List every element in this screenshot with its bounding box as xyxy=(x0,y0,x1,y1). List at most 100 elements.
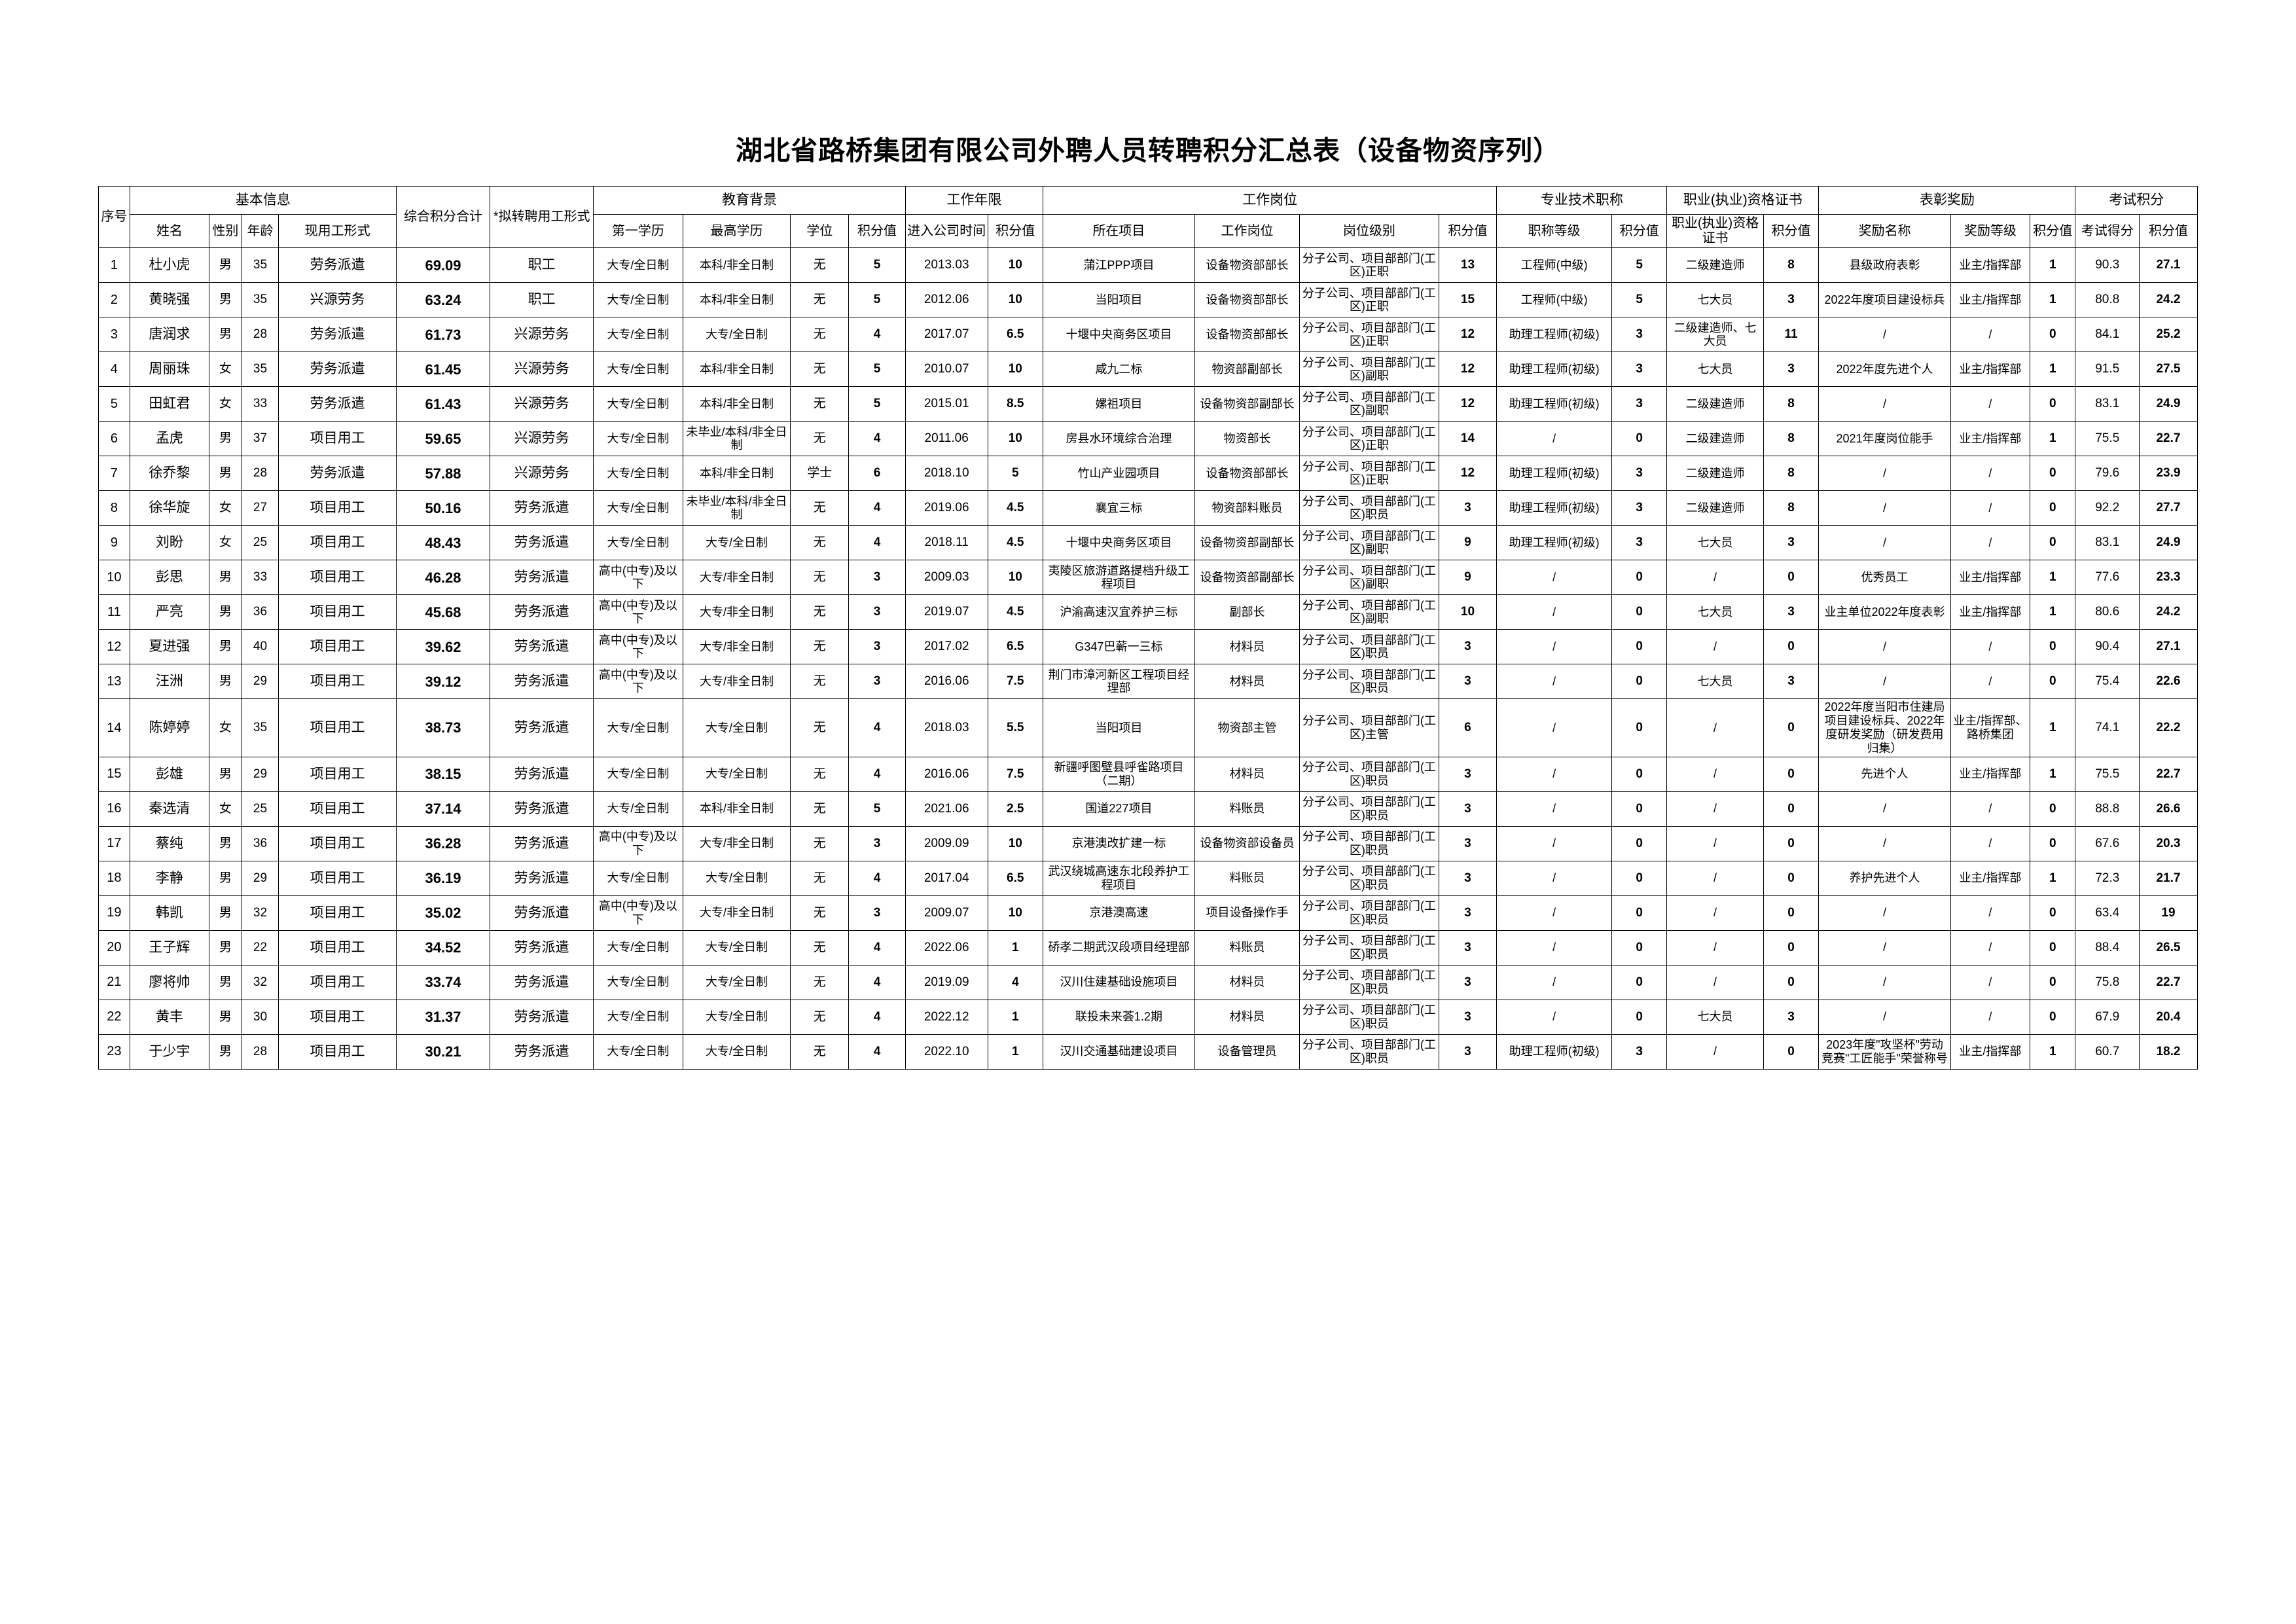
cell-sex: 男 xyxy=(209,895,242,931)
cell-edu-first: 大专/全日制 xyxy=(593,352,683,388)
cell-total-score: 59.65 xyxy=(396,421,490,457)
cell-post-level: 分子公司、项目部部门(工区)职员 xyxy=(1299,929,1439,965)
cell-award-level: / xyxy=(1950,664,2031,700)
cell-name: 李静 xyxy=(129,860,210,896)
cell-age: 35 xyxy=(241,698,279,757)
cell-age: 25 xyxy=(241,791,279,827)
cell-title-level: / xyxy=(1496,999,1612,1035)
header-cert-name: 职业(执业)资格证书 xyxy=(1666,213,1764,249)
page-title: 湖北省路桥集团有限公司外聘人员转聘积分汇总表（设备物资序列） xyxy=(736,135,1560,166)
cell-cert-name: / xyxy=(1666,629,1764,665)
header-sn: 序号 xyxy=(98,185,130,249)
cell-exam-points: 23.9 xyxy=(2138,456,2198,492)
cell-degree: 无 xyxy=(790,247,850,283)
cell-edu-points: 4 xyxy=(848,999,906,1035)
cell-award-level: 业主/指挥部 xyxy=(1950,560,2031,596)
cell-degree: 无 xyxy=(790,791,850,827)
cell-post: 材料员 xyxy=(1194,756,1300,792)
cell-post-points: 13 xyxy=(1438,247,1498,283)
cell-award-name: 优秀员工 xyxy=(1818,560,1951,596)
cell-exam-score: 91.5 xyxy=(2075,352,2140,388)
cell-title-points: 0 xyxy=(1611,421,1668,457)
cell-award-points: 0 xyxy=(2030,664,2076,700)
cell-post: 设备物资部部长 xyxy=(1194,456,1300,492)
cell-post: 设备物资部副部长 xyxy=(1194,525,1300,561)
cell-project: 荆门市漳河新区工程项目经理部 xyxy=(1043,664,1195,700)
cell-award-points: 0 xyxy=(2030,490,2076,526)
cell-award-level: / xyxy=(1950,386,2031,422)
cell-cert-points: 3 xyxy=(1763,352,1820,388)
cell-age: 28 xyxy=(241,456,279,492)
cell-employment: 劳务派遣 xyxy=(278,386,397,422)
cell-sn: 6 xyxy=(98,421,130,457)
cell-edu-highest: 大专/非全日制 xyxy=(682,664,791,700)
cell-total-score: 39.62 xyxy=(396,629,490,665)
table-row: 3 唐润求男 28 劳务派遣 61.73 兴源劳务 大专/全日制 大专/全日制无 4 2017.0… xyxy=(98,317,2198,353)
table-header: 序号 基本信息 综合积分合计 *拟转聘用工形式 教育背景 工作年限 工作岗位 专… xyxy=(98,185,2198,249)
cell-award-name: / xyxy=(1818,386,1951,422)
cell-name: 刘盼 xyxy=(129,525,210,561)
cell-degree: 无 xyxy=(790,895,850,931)
cell-cert-name: / xyxy=(1666,1034,1764,1070)
cell-post: 物资部副部长 xyxy=(1194,352,1300,388)
cell-exam-score: 75.8 xyxy=(2075,964,2140,1000)
cell-title-level: / xyxy=(1496,560,1612,596)
cell-join-date: 2016.06 xyxy=(905,756,988,792)
cell-post: 物资部主管 xyxy=(1194,698,1300,757)
header-title-level: 职称等级 xyxy=(1496,213,1612,249)
cell-cert-points: 0 xyxy=(1763,929,1820,965)
cell-award-level: / xyxy=(1950,525,2031,561)
cell-employment: 劳务派遣 xyxy=(278,317,397,353)
cell-year-points: 1 xyxy=(987,999,1044,1035)
cell-sn: 7 xyxy=(98,456,130,492)
cell-planned-employment: 职工 xyxy=(489,247,594,283)
header-edu-highest: 最高学历 xyxy=(682,213,791,249)
cell-award-points: 1 xyxy=(2030,282,2076,318)
cell-total-score: 30.21 xyxy=(396,1034,490,1070)
cell-sn: 14 xyxy=(98,698,130,757)
cell-planned-employment: 劳务派遣 xyxy=(489,825,594,861)
cell-cert-name: / xyxy=(1666,895,1764,931)
cell-cert-points: 8 xyxy=(1763,456,1820,492)
cell-exam-points: 24.2 xyxy=(2138,282,2198,318)
cell-project: 竹山产业园项目 xyxy=(1043,456,1195,492)
cell-planned-employment: 职工 xyxy=(489,282,594,318)
cell-degree: 无 xyxy=(790,594,850,630)
cell-post: 材料员 xyxy=(1194,999,1300,1035)
cell-employment: 项目用工 xyxy=(278,999,397,1035)
cell-award-name: / xyxy=(1818,490,1951,526)
cell-project: 夷陵区旅游道路提档升级工程项目 xyxy=(1043,560,1195,596)
cell-cert-name: 七大员 xyxy=(1666,999,1764,1035)
cell-award-points: 0 xyxy=(2030,386,2076,422)
cell-title-level: 助理工程师(初级) xyxy=(1496,1034,1612,1070)
cell-award-level: 业主/指挥部、路桥集团 xyxy=(1950,698,2031,757)
cell-total-score: 35.02 xyxy=(396,895,490,931)
cell-post-points: 12 xyxy=(1438,317,1498,353)
cell-join-date: 2021.06 xyxy=(905,791,988,827)
header-post-points: 积分值 xyxy=(1438,213,1498,249)
cell-title-points: 0 xyxy=(1611,860,1668,896)
cell-post: 设备管理员 xyxy=(1194,1034,1300,1070)
cell-edu-first: 大专/全日制 xyxy=(593,247,683,283)
cell-edu-first: 大专/全日制 xyxy=(593,698,683,757)
cell-title-points: 0 xyxy=(1611,791,1668,827)
header-row-group: 序号 基本信息 综合积分合计 *拟转聘用工形式 教育背景 工作年限 工作岗位 专… xyxy=(98,185,2198,249)
cell-title-points: 0 xyxy=(1611,698,1668,757)
cell-total-score: 39.12 xyxy=(396,664,490,700)
cell-total-score: 50.16 xyxy=(396,490,490,526)
cell-cert-name: 二级建造师 xyxy=(1666,386,1764,422)
cell-edu-points: 4 xyxy=(848,698,906,757)
header-sex: 性别 xyxy=(209,213,242,249)
cell-post-points: 9 xyxy=(1438,525,1498,561)
cell-cert-name: 二级建造师 xyxy=(1666,456,1764,492)
cell-name: 黄丰 xyxy=(129,999,210,1035)
cell-year-points: 8.5 xyxy=(987,386,1044,422)
cell-cert-points: 11 xyxy=(1763,317,1820,353)
cell-name: 彭雄 xyxy=(129,756,210,792)
cell-award-name: 县级政府表彰 xyxy=(1818,247,1951,283)
cell-award-level: 业主/指挥部 xyxy=(1950,1034,2031,1070)
cell-planned-employment: 劳务派遣 xyxy=(489,999,594,1035)
cell-edu-first: 大专/全日制 xyxy=(593,1034,683,1070)
cell-award-level: 业主/指挥部 xyxy=(1950,282,2031,318)
cell-award-points: 0 xyxy=(2030,456,2076,492)
